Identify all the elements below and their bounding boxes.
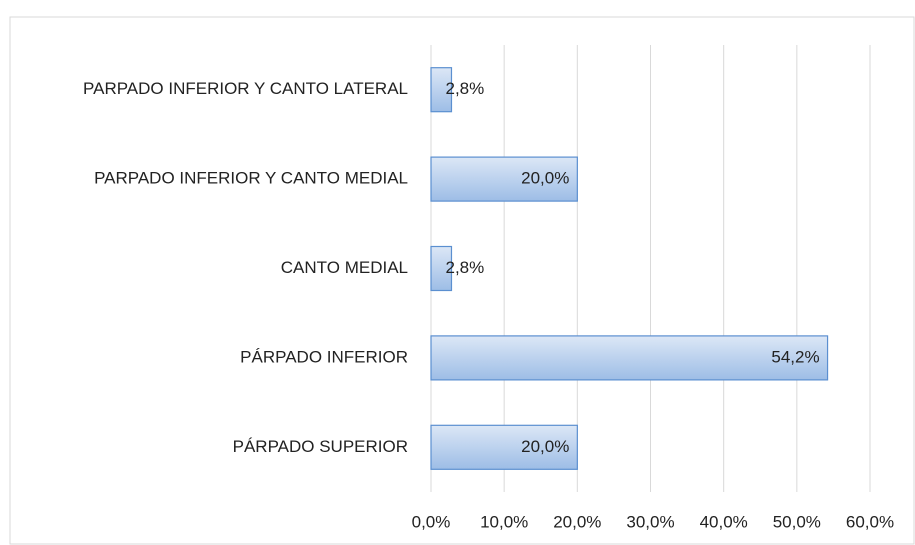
- data-label: 2,8%: [445, 258, 484, 277]
- y-tick-label: PÁRPADO SUPERIOR: [233, 437, 408, 456]
- bar: [430, 67, 453, 113]
- bar: [430, 424, 578, 470]
- y-tick-label: PÁRPADO INFERIOR: [240, 347, 408, 366]
- data-label: 20,0%: [521, 169, 569, 188]
- x-tick-label: 30,0%: [626, 512, 674, 531]
- bar: [430, 335, 829, 381]
- x-tick-label: 20,0%: [553, 512, 601, 531]
- x-tick-label: 60,0%: [846, 512, 894, 531]
- data-label: 54,2%: [771, 347, 819, 366]
- x-tick-label: 50,0%: [773, 512, 821, 531]
- data-label: 20,0%: [521, 437, 569, 456]
- chart-border: [9, 16, 915, 545]
- bar: [430, 156, 578, 202]
- bar: [430, 245, 453, 292]
- y-tick-label: PARPADO INFERIOR Y CANTO MEDIAL: [94, 169, 408, 188]
- x-tick-label: 10,0%: [480, 512, 528, 531]
- x-tick-label: 0,0%: [412, 512, 451, 531]
- y-tick-label: PARPADO INFERIOR Y CANTO LATERAL: [83, 79, 408, 98]
- x-tick-label: 40,0%: [700, 512, 748, 531]
- data-label: 2,8%: [445, 79, 484, 98]
- y-tick-label: CANTO MEDIAL: [281, 258, 408, 277]
